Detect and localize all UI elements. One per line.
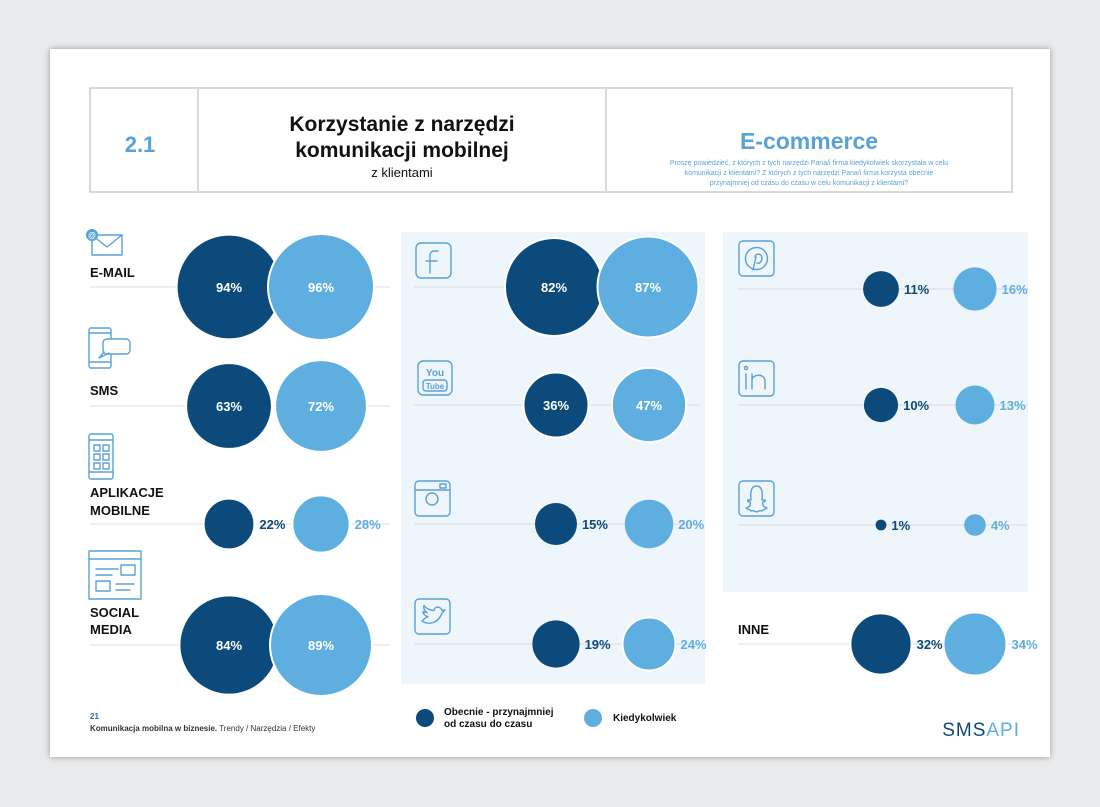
bubble-label-current-3: 84%	[216, 638, 242, 653]
page-subtitle: z klientami	[371, 165, 433, 180]
bubble-ever-1	[274, 359, 368, 453]
bubble-label-current-8: 11%	[904, 282, 930, 297]
bubble-label-ever-5: 47%	[636, 398, 662, 413]
bubble-label-ever-11: 34%	[1012, 637, 1038, 652]
bubble-ever-6	[624, 499, 674, 549]
label-inne: INNE	[738, 622, 769, 637]
footer-title: Komunikacja mobilna w biznesie. Trendy /…	[90, 724, 315, 733]
bubble-ever-10	[964, 514, 986, 536]
sms-phone-icon	[88, 327, 131, 369]
bubble-ever-2	[291, 494, 351, 554]
legend-current-swatch	[416, 709, 434, 727]
bubble-ever-0	[267, 233, 375, 341]
bubble-label-ever-0: 96%	[308, 280, 334, 295]
bubble-label-ever-6: 20%	[678, 517, 704, 532]
bubble-current-8	[863, 271, 899, 307]
bubble-label-current-5: 36%	[543, 398, 569, 413]
section-number: 2.1	[125, 132, 156, 157]
bubble-label-ever-4: 87%	[635, 280, 661, 295]
legend-current-label-2: od czasu do czasu	[444, 719, 532, 730]
legend-current-label-1: Obecnie - przynajmniej	[444, 707, 554, 718]
svg-text:You: You	[426, 368, 444, 379]
bubble-label-ever-9: 13%	[1000, 398, 1026, 413]
question-line3: przynajmniej od czasu do czasu w celu ko…	[710, 180, 909, 187]
bubble-label-ever-8: 16%	[1002, 282, 1028, 297]
bubble-label-current-1: 63%	[216, 399, 242, 414]
bubble-label-current-6: 15%	[582, 517, 608, 532]
bubble-label-current-7: 19%	[585, 637, 611, 652]
facebook-icon	[415, 242, 452, 279]
snapchat-icon	[738, 480, 775, 517]
page-title-line2: komunikacji mobilnej	[295, 139, 509, 162]
bubble-ever-7	[621, 616, 677, 672]
svg-text:Tube: Tube	[426, 382, 445, 391]
svg-text:@: @	[88, 231, 96, 240]
bubble-ever-11	[942, 611, 1008, 677]
bubble-label-ever-1: 72%	[308, 399, 334, 414]
instagram-icon	[414, 480, 451, 517]
legend-ever-label: Kiedykolwiek	[613, 713, 677, 724]
bubble-ever-8	[953, 267, 997, 311]
email-icon: @	[86, 229, 123, 256]
bubble-current-11	[849, 612, 913, 676]
youtube-icon: You Tube	[417, 360, 453, 396]
mobile-apps-icon	[88, 433, 114, 480]
pinterest-icon	[738, 240, 775, 277]
label-sms: SMS	[90, 383, 119, 398]
bubble-label-ever-2: 28%	[355, 517, 381, 532]
label-mobile-apps-1: APLIKACJE	[90, 485, 164, 500]
bubble-current-1	[185, 362, 273, 450]
bubble-label-current-10: 1%	[891, 518, 910, 533]
bubbles-layer: 94% 96% 63% 72% 22% 28% 84% 89% 82% 87% 36% 47% 15% 2…	[175, 233, 1038, 697]
bubble-current-10	[875, 519, 887, 531]
smsapi-logo: SMSAPI	[942, 720, 1020, 741]
label-social-media-1: SOCIAL	[90, 605, 139, 620]
question-line1: Proszę powiedzieć, z których z tych narz…	[670, 160, 948, 167]
bubble-label-current-9: 10%	[903, 398, 929, 413]
label-social-media-2: MEDIA	[90, 622, 133, 637]
linkedin-icon	[738, 360, 775, 397]
bubble-ever-5	[610, 366, 688, 444]
bubble-label-current-2: 22%	[259, 517, 285, 532]
twitter-icon	[414, 598, 451, 635]
header-box	[89, 87, 1013, 193]
bubble-label-ever-3: 89%	[308, 638, 334, 653]
bubble-current-6	[535, 503, 577, 545]
legend-ever-swatch	[584, 709, 602, 727]
bubble-current-9	[863, 387, 899, 423]
page-title-line1: Korzystanie z narzędzi	[289, 113, 514, 136]
question-line2: komunikacji z klientami? Z których z tyc…	[685, 170, 934, 177]
bubble-current-7	[532, 620, 580, 668]
bubble-current-2	[202, 497, 256, 551]
bubble-current-5	[522, 371, 590, 439]
section-title: E-commerce	[740, 128, 878, 154]
bubble-ever-4	[596, 235, 700, 339]
label-mobile-apps-2: MOBILNE	[90, 503, 150, 518]
bubble-label-current-0: 94%	[216, 280, 242, 295]
social-media-window-icon	[88, 550, 142, 600]
bubble-label-current-11: 32%	[917, 637, 943, 652]
page-number: 21	[90, 712, 99, 721]
bubble-label-current-4: 82%	[541, 280, 567, 295]
bubble-label-ever-10: 4%	[991, 518, 1010, 533]
bubble-label-ever-7: 24%	[681, 637, 707, 652]
bubble-ever-3	[269, 593, 373, 697]
bubble-ever-9	[955, 385, 995, 425]
label-email: E-MAIL	[90, 265, 135, 280]
